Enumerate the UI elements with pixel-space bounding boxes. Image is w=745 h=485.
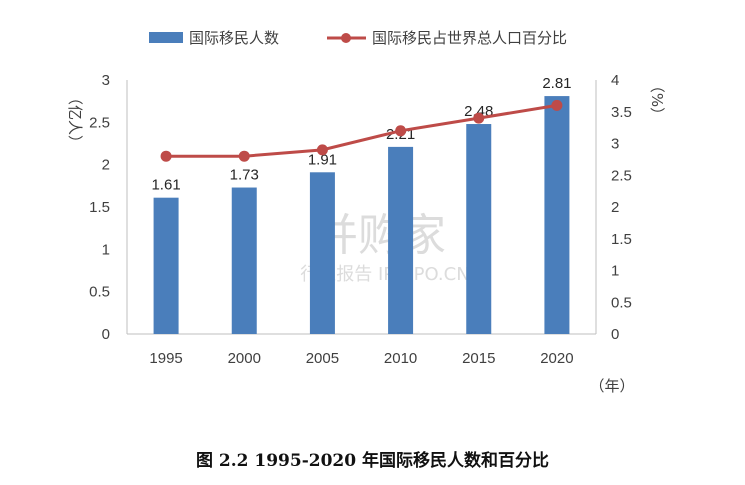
line-point-2015	[473, 112, 485, 124]
bar-label-1995: 1.61	[151, 177, 180, 194]
left-tick-label: 3	[102, 72, 110, 89]
line-series	[160, 99, 563, 162]
x-tick-label: 2010	[384, 350, 417, 367]
right-tick-label: 4	[611, 72, 619, 89]
x-tick-label: 2000	[228, 350, 261, 367]
bar-series	[153, 96, 570, 334]
bar-2010	[388, 146, 414, 334]
bar-1995	[153, 197, 179, 334]
right-tick-label: 2	[611, 199, 619, 216]
left-axis-ticks: 0 0.5 1 1.5 2 2.5 3	[89, 72, 110, 343]
left-tick-label: 2	[102, 157, 110, 174]
bar-2015	[466, 124, 492, 334]
left-tick-label: 0	[102, 326, 110, 343]
x-tick-label: 2005	[306, 350, 339, 367]
right-axis-ticks: 0 0.5 1 1.5 2 2.5 3 3.5 4	[611, 72, 632, 343]
legend: 国际移民人数 国际移民占世界总人口百分比	[149, 29, 567, 47]
right-tick-label: 3	[611, 136, 619, 153]
legend-bar-label: 国际移民人数	[189, 29, 279, 47]
line-point-2005	[316, 144, 328, 156]
line-point-2020	[551, 99, 563, 111]
watermark-sub: 行业报告 IPOIPO.CN	[300, 264, 469, 285]
x-axis-ticks: 1995 2000 2005 2010 2015 2020	[149, 350, 573, 367]
watermark-brand: 并购家	[314, 210, 446, 261]
line-path	[166, 103, 558, 158]
bar-label-2000: 1.73	[230, 167, 259, 184]
chart: 并购家 行业报告 IPOIPO.CN 国际移民人数 国际移民占世界总人口百分比 …	[66, 29, 666, 395]
line-point-2010	[395, 125, 407, 137]
right-tick-label: 3.5	[611, 104, 632, 121]
legend-bar-swatch	[149, 32, 183, 43]
line-point-1995	[160, 150, 172, 162]
left-tick-label: 2.5	[89, 114, 110, 131]
bar-label-2020: 2.81	[542, 75, 571, 92]
bar-label-2005: 1.91	[308, 151, 337, 168]
bar-2000	[231, 187, 257, 334]
right-tick-label: 1	[611, 263, 619, 280]
left-tick-label: 1.5	[89, 199, 110, 216]
right-tick-label: 0.5	[611, 294, 632, 311]
left-tick-label: 0.5	[89, 284, 110, 301]
left-axis-unit: （亿人）	[66, 90, 84, 150]
x-tick-label: 2020	[540, 350, 573, 367]
bar-2005	[309, 172, 335, 334]
figure-caption: 图 2.2 1995-2020 年国际移民人数和百分比	[195, 451, 549, 471]
right-tick-label: 0	[611, 326, 619, 343]
right-tick-label: 2.5	[611, 167, 632, 184]
left-tick-label: 1	[102, 241, 110, 258]
legend-line-label: 国际移民占世界总人口百分比	[372, 29, 567, 47]
x-tick-label: 2015	[462, 350, 495, 367]
x-axis-unit: （年）	[589, 377, 634, 395]
x-tick-label: 1995	[149, 350, 182, 367]
bar-2020	[544, 96, 570, 334]
line-point-2000	[238, 150, 250, 162]
bar-data-labels: 1.611.731.912.212.482.81	[151, 75, 571, 194]
right-axis-unit: （%）	[648, 78, 666, 122]
legend-line-marker	[341, 33, 351, 43]
right-tick-label: 1.5	[611, 231, 632, 248]
watermark: 并购家 行业报告 IPOIPO.CN	[300, 210, 469, 285]
